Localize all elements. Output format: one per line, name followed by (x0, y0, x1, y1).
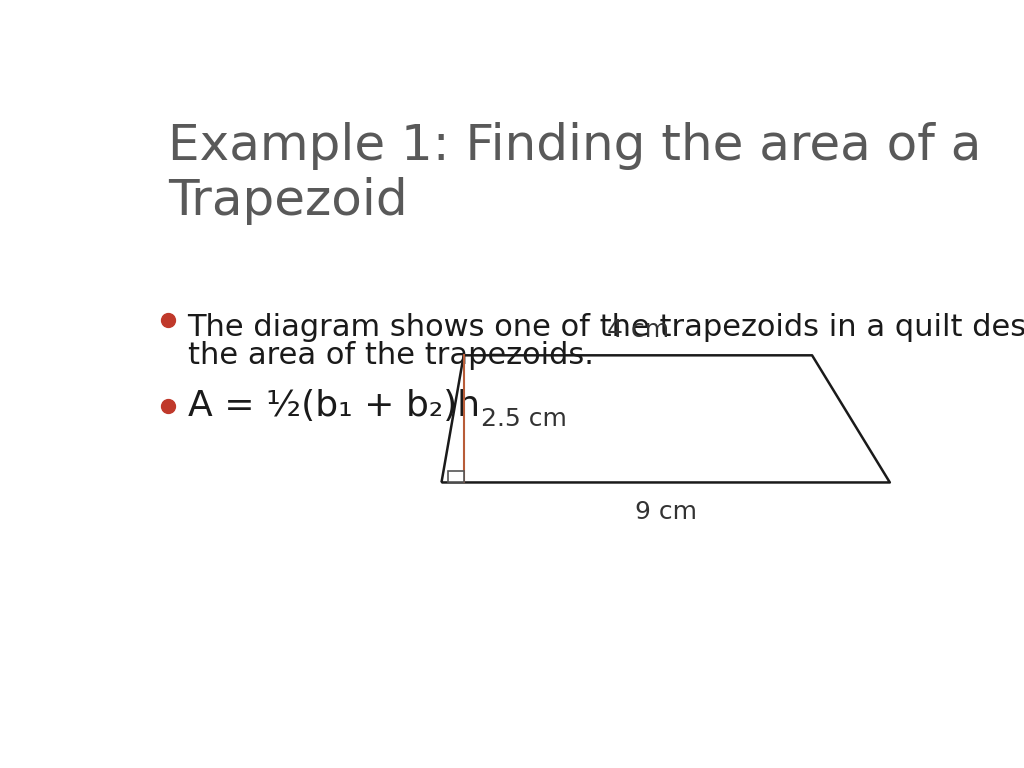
FancyBboxPatch shape (120, 86, 930, 690)
Text: the area of the trapezoids.: the area of the trapezoids. (187, 341, 593, 370)
Text: 4 cm: 4 cm (607, 318, 669, 343)
Text: The diagram shows one of the trapezoids in a quilt design.  Find: The diagram shows one of the trapezoids … (187, 313, 1024, 342)
Text: 9 cm: 9 cm (635, 500, 696, 525)
Text: Example 1: Finding the area of a
Trapezoid: Example 1: Finding the area of a Trapezo… (168, 121, 981, 225)
Text: A = ½(b₁ + b₂)h: A = ½(b₁ + b₂)h (187, 389, 479, 422)
Bar (447, 471, 464, 482)
Text: 2.5 cm: 2.5 cm (481, 407, 567, 431)
